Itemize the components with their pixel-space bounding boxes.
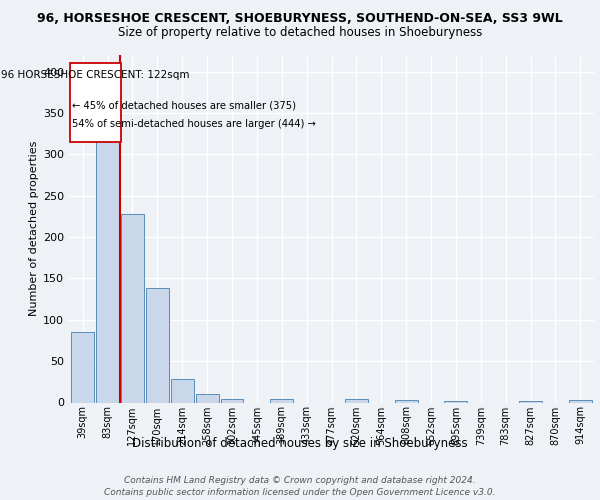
Bar bbox=[96, 121, 119, 402]
Bar bbox=[519, 401, 542, 402]
Text: Contains public sector information licensed under the Open Government Licence v3: Contains public sector information licen… bbox=[104, 488, 496, 497]
Bar bbox=[395, 400, 418, 402]
Bar bbox=[71, 332, 94, 402]
FancyBboxPatch shape bbox=[70, 64, 121, 142]
Text: Contains HM Land Registry data © Crown copyright and database right 2024.: Contains HM Land Registry data © Crown c… bbox=[124, 476, 476, 485]
Text: 54% of semi-detached houses are larger (444) →: 54% of semi-detached houses are larger (… bbox=[72, 118, 316, 128]
Bar bbox=[121, 214, 144, 402]
Bar bbox=[445, 401, 467, 402]
Text: Size of property relative to detached houses in Shoeburyness: Size of property relative to detached ho… bbox=[118, 26, 482, 39]
Bar bbox=[221, 399, 244, 402]
Text: 96, HORSESHOE CRESCENT, SHOEBURYNESS, SOUTHEND-ON-SEA, SS3 9WL: 96, HORSESHOE CRESCENT, SHOEBURYNESS, SO… bbox=[37, 12, 563, 26]
Bar bbox=[196, 394, 218, 402]
Y-axis label: Number of detached properties: Number of detached properties bbox=[29, 141, 39, 316]
Bar bbox=[345, 399, 368, 402]
Text: Distribution of detached houses by size in Shoeburyness: Distribution of detached houses by size … bbox=[132, 438, 468, 450]
Bar bbox=[569, 400, 592, 402]
Bar bbox=[146, 288, 169, 403]
Bar bbox=[270, 399, 293, 402]
Bar bbox=[171, 378, 194, 402]
Text: ← 45% of detached houses are smaller (375): ← 45% of detached houses are smaller (37… bbox=[72, 100, 296, 110]
Text: 96 HORSESHOE CRESCENT: 122sqm: 96 HORSESHOE CRESCENT: 122sqm bbox=[1, 70, 190, 80]
